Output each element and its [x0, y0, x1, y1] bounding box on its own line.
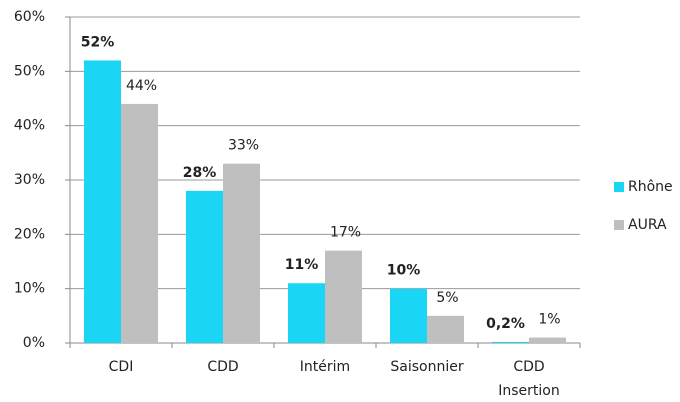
bar: [427, 315, 464, 343]
value-label: 1%: [538, 312, 560, 328]
value-label: 28%: [183, 165, 217, 181]
legend-label: Rhône: [628, 179, 673, 195]
y-tick-label: 0%: [23, 335, 45, 351]
x-tick-label: CDD: [207, 359, 238, 375]
value-label: 44%: [126, 78, 157, 94]
legend-swatch: [614, 182, 624, 192]
y-tick-label: 30%: [14, 172, 45, 188]
x-tick-label: CDI: [109, 359, 134, 375]
bar: [492, 341, 529, 343]
value-label: 10%: [387, 263, 421, 279]
value-label: 17%: [330, 225, 361, 241]
value-label: 0,2%: [486, 316, 525, 332]
y-tick-label: 20%: [14, 226, 45, 242]
bar: [223, 163, 260, 343]
value-label: 11%: [285, 257, 319, 273]
x-tick-label: CDD Insertion: [498, 359, 559, 399]
bar: [84, 60, 121, 343]
legend-swatch: [614, 220, 624, 230]
bar: [288, 283, 325, 343]
value-label: 33%: [228, 138, 259, 154]
y-tick-label: 10%: [14, 281, 45, 297]
bar: [529, 337, 566, 343]
legend-label: AURA: [628, 217, 667, 233]
bar: [186, 190, 223, 343]
value-label: 5%: [436, 290, 458, 306]
y-tick-label: 60%: [14, 9, 45, 25]
y-tick-label: 50%: [14, 63, 45, 79]
value-label: 52%: [81, 34, 115, 50]
y-tick-label: 40%: [14, 118, 45, 134]
x-tick-label: Saisonnier: [390, 359, 463, 375]
bar: [325, 250, 362, 343]
bar: [390, 288, 427, 343]
x-tick-label: Intérim: [300, 359, 350, 375]
bar: [121, 103, 158, 343]
